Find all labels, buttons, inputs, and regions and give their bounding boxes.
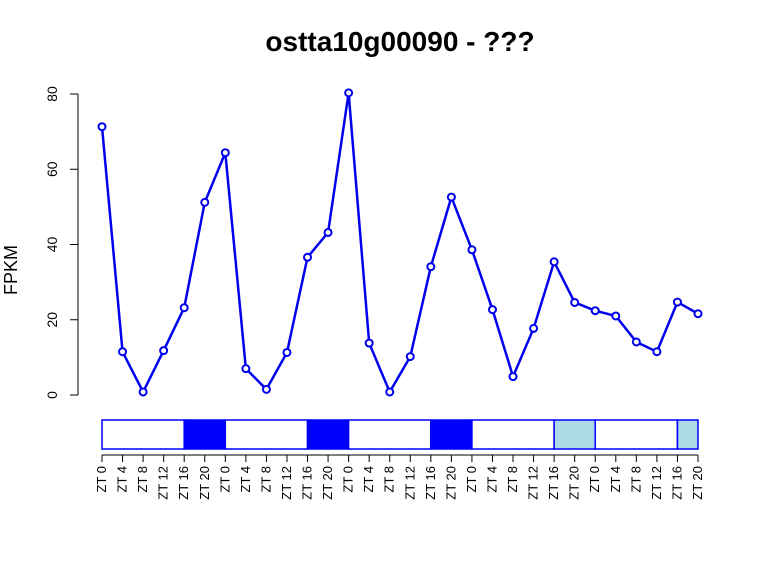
- x-tick-label: ZT 16: [176, 466, 191, 500]
- data-point: [508, 372, 518, 382]
- data-point: [118, 347, 128, 357]
- x-tick-label: ZT 16: [423, 466, 438, 500]
- x-tick-label: ZT 4: [115, 466, 130, 493]
- x-tick-label: ZT 4: [608, 466, 623, 493]
- x-tick-label: ZT 12: [649, 466, 664, 500]
- data-point: [385, 387, 395, 397]
- x-tick-label: ZT 8: [258, 466, 273, 493]
- data-point: [652, 347, 662, 357]
- data-point: [446, 192, 456, 202]
- light-dark-bar: [101, 419, 699, 450]
- x-tick-label: ZT 12: [526, 466, 541, 500]
- y-tick-label: 20: [44, 312, 60, 328]
- data-point: [529, 323, 539, 333]
- x-tick-label: ZT 16: [300, 466, 315, 500]
- data-point: [179, 303, 189, 313]
- data-point: [570, 297, 580, 307]
- y-tick-label: 0: [44, 391, 60, 399]
- data-point: [426, 262, 436, 272]
- data-point: [261, 384, 271, 394]
- y-axis: 0 20 40 60 80: [44, 86, 79, 399]
- light-bar-segment: [306, 419, 350, 450]
- x-tick-label: ZT 0: [341, 466, 356, 493]
- data-point: [303, 252, 313, 262]
- data-point: [200, 197, 210, 207]
- x-tick-label: ZT 20: [690, 466, 705, 500]
- x-tick-label: ZT 16: [669, 466, 684, 500]
- data-point: [138, 387, 148, 397]
- y-tick-label: 80: [44, 86, 60, 102]
- x-tick-label: ZT 0: [217, 466, 232, 493]
- x-tick-label: ZT 0: [587, 466, 602, 493]
- x-tick-label: ZT 20: [567, 466, 582, 500]
- x-tick-label: ZT 4: [238, 466, 253, 493]
- x-tick-label: ZT 4: [484, 466, 499, 493]
- x-tick-label: ZT 12: [156, 466, 171, 500]
- x-tick-label: ZT 4: [361, 466, 376, 493]
- data-point: [590, 306, 600, 316]
- data-point: [631, 337, 641, 347]
- x-tick-label: ZT 8: [628, 466, 643, 493]
- data-point: [487, 305, 497, 315]
- x-tick-label: ZT 20: [320, 466, 335, 500]
- light-bar-segment: [594, 419, 679, 450]
- light-bar-segment: [471, 419, 555, 450]
- data-point: [611, 311, 621, 321]
- x-axis: ZT 0 ZT 4 ZT 8 ZT 12 ZT 16 ZT 20 ZT 0 ZT 4 ZT 8 Z…: [94, 454, 705, 500]
- light-bar-segment: [430, 419, 473, 450]
- y-axis-label: FPKM: [1, 245, 21, 295]
- light-bar-segment: [101, 419, 185, 450]
- data-point: [97, 122, 107, 132]
- light-bar-segment: [676, 419, 699, 450]
- x-tick-label: ZT 8: [135, 466, 150, 493]
- light-bar-segment: [183, 419, 227, 450]
- y-tick-label: 40: [44, 237, 60, 253]
- data-point: [364, 338, 374, 348]
- data-point: [323, 227, 333, 237]
- data-point: [549, 257, 559, 267]
- x-tick-label: ZT 8: [505, 466, 520, 493]
- data-point: [220, 148, 230, 158]
- x-tick-label: ZT 20: [443, 466, 458, 500]
- x-tick-label: ZT 12: [402, 466, 417, 500]
- x-tick-label: ZT 0: [94, 466, 109, 493]
- series-group: [97, 88, 703, 397]
- x-tick-label: ZT 8: [382, 466, 397, 493]
- data-point: [241, 364, 251, 374]
- x-tick-label: ZT 0: [464, 466, 479, 493]
- x-tick-label: ZT 20: [197, 466, 212, 500]
- data-point: [159, 346, 169, 356]
- light-bar-segment: [224, 419, 309, 450]
- series-line: [100, 91, 699, 394]
- light-bar-segment: [553, 419, 596, 450]
- light-bar-segment: [347, 419, 432, 450]
- data-point: [282, 347, 292, 357]
- data-point: [344, 88, 354, 98]
- x-tick-label: ZT 16: [546, 466, 561, 500]
- chart-title: ostta10g00090 - ???: [265, 26, 534, 57]
- data-point: [405, 352, 415, 362]
- x-tick-label: ZT 12: [279, 466, 294, 500]
- data-point: [672, 297, 682, 307]
- data-point: [693, 309, 703, 319]
- y-tick-label: 60: [44, 161, 60, 177]
- data-point: [467, 245, 477, 255]
